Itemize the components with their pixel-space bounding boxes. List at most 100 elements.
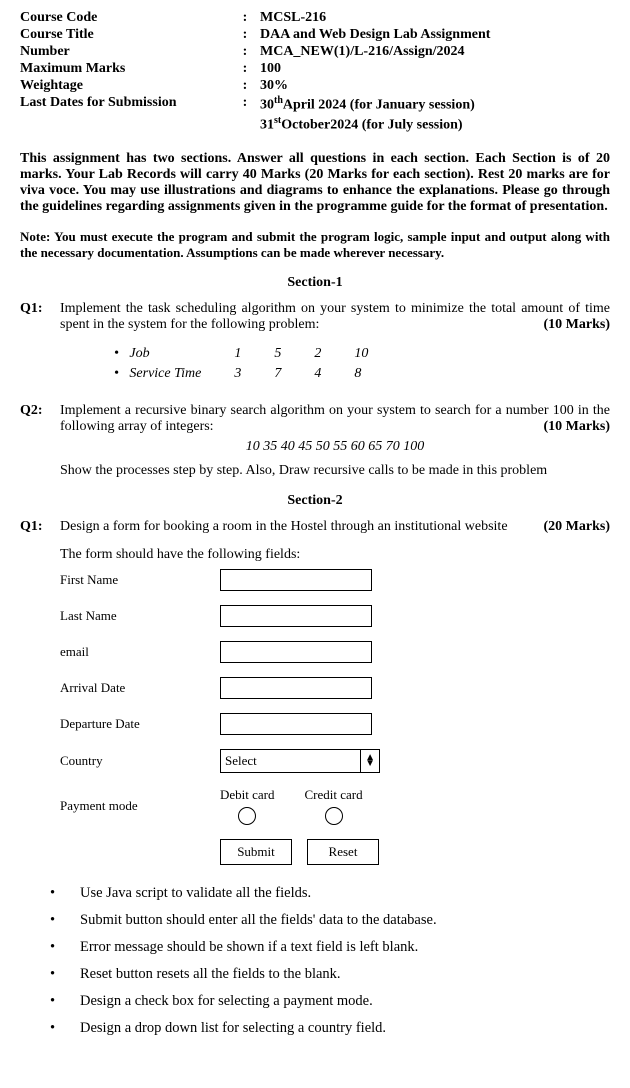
bullet-cell: • Service Time	[102, 365, 231, 383]
cell: 10	[353, 345, 398, 363]
section2-question-1: Q1: Design a form for booking a room in …	[20, 519, 610, 563]
payment-radio-group: Debit card Credit card	[220, 787, 363, 825]
header-row: 31stOctober2024 (for July session)	[20, 115, 610, 134]
note-paragraph: Note: You must execute the program and s…	[20, 229, 610, 261]
departure-input[interactable]	[220, 713, 372, 735]
country-select[interactable]: Select ▲▼	[220, 749, 380, 773]
form-row-arrival: Arrival Date	[60, 677, 610, 699]
booking-form: First Name Last Name email Arrival Date …	[60, 569, 610, 865]
list-item: •Reset button resets all the fields to t…	[50, 966, 610, 983]
colon: :	[230, 10, 260, 26]
header-row: Weightage : 30%	[20, 78, 610, 94]
requirements-list: •Use Java script to validate all the fie…	[50, 885, 610, 1037]
list-item: •Design a drop down list for selecting a…	[50, 1020, 610, 1037]
header-row: Last Dates for Submission : 30thApril 20…	[20, 95, 610, 114]
form-row-payment: Payment mode Debit card Credit card	[60, 787, 610, 825]
req-text: Submit button should enter all the field…	[80, 912, 437, 929]
radio-icon	[325, 807, 343, 825]
question-followup: Show the processes step by step. Also, D…	[60, 463, 610, 479]
question-1: Q1: Implement the task scheduling algori…	[20, 301, 610, 395]
header-row: Course Title : DAA and Web Design Lab As…	[20, 27, 610, 43]
req-text: Design a drop down list for selecting a …	[80, 1020, 386, 1037]
departure-label: Departure Date	[60, 716, 220, 732]
last-name-input[interactable]	[220, 605, 372, 627]
header-value: 30thApril 2024 (for January session)	[260, 95, 610, 114]
form-row-country: Country Select ▲▼	[60, 749, 610, 773]
header-block: Course Code : MCSL-216 Course Title : DA…	[20, 10, 610, 133]
req-text: Error message should be shown if a text …	[80, 939, 418, 956]
radio-icon	[238, 807, 256, 825]
header-label: Course Code	[20, 10, 230, 26]
cell: 5	[273, 345, 311, 363]
form-row-email: email	[60, 641, 610, 663]
row-label: Service Time	[129, 366, 201, 381]
colon: :	[230, 27, 260, 43]
cell: 2	[313, 345, 351, 363]
header-row: Course Code : MCSL-216	[20, 10, 610, 26]
question-text: Implement the task scheduling algorithm …	[60, 301, 610, 332]
credit-label: Credit card	[305, 787, 363, 803]
list-item: •Submit button should enter all the fiel…	[50, 912, 610, 929]
table-row: • Service Time 3 7 4 8	[102, 365, 398, 383]
header-value: 30%	[260, 78, 610, 94]
array-values: 10 35 40 45 50 55 60 65 70 100	[60, 439, 610, 455]
submit-button[interactable]: Submit	[220, 839, 292, 865]
question-text: Implement a recursive binary search algo…	[60, 403, 610, 434]
question-label: Q2:	[20, 403, 60, 479]
header-value: 100	[260, 61, 610, 77]
credit-option[interactable]: Credit card	[305, 787, 363, 825]
header-row: Maximum Marks : 100	[20, 61, 610, 77]
cell: 8	[353, 365, 398, 383]
first-name-label: First Name	[60, 572, 220, 588]
email-input[interactable]	[220, 641, 372, 663]
debit-option[interactable]: Debit card	[220, 787, 275, 825]
cell: 1	[233, 345, 271, 363]
cell: 4	[313, 365, 351, 383]
bullet-icon: •	[50, 885, 80, 902]
header-label: Weightage	[20, 78, 230, 94]
header-label: Course Title	[20, 27, 230, 43]
req-text: Design a check box for selecting a payme…	[80, 993, 373, 1010]
arrival-label: Arrival Date	[60, 680, 220, 696]
header-value: MCSL-216	[260, 10, 610, 26]
reset-label: Reset	[329, 844, 358, 860]
list-item: •Error message should be shown if a text…	[50, 939, 610, 956]
req-text: Reset button resets all the fields to th…	[80, 966, 341, 983]
question-body: Implement a recursive binary search algo…	[60, 403, 610, 479]
reset-button[interactable]: Reset	[307, 839, 379, 865]
first-name-input[interactable]	[220, 569, 372, 591]
payment-label: Payment mode	[60, 798, 220, 814]
stepper-arrows-icon: ▲▼	[360, 750, 375, 772]
arrival-input[interactable]	[220, 677, 372, 699]
colon: :	[230, 78, 260, 94]
req-text: Use Java script to validate all the fiel…	[80, 885, 311, 902]
question-label: Q1:	[20, 301, 60, 395]
question-marks: (10 Marks)	[544, 419, 611, 435]
form-intro: The form should have the following field…	[60, 547, 610, 563]
question-2: Q2: Implement a recursive binary search …	[20, 403, 610, 479]
job-table: • Job 1 5 2 10 • Service Time 3 7 4 8	[100, 343, 400, 385]
header-label: Last Dates for Submission	[20, 95, 230, 114]
header-value: MCA_NEW(1)/L-216/Assign/2024	[260, 44, 610, 60]
colon: :	[230, 61, 260, 77]
question-text: Design a form for booking a room in the …	[60, 519, 508, 534]
debit-label: Debit card	[220, 787, 275, 803]
colon: :	[230, 44, 260, 60]
bullet-icon: •	[50, 966, 80, 983]
header-label	[20, 115, 230, 134]
intro-paragraph: This assignment has two sections. Answer…	[20, 151, 610, 215]
header-row: Number : MCA_NEW(1)/L-216/Assign/2024	[20, 44, 610, 60]
form-row-fname: First Name	[60, 569, 610, 591]
bullet-icon: •	[50, 993, 80, 1010]
question-body: Design a form for booking a room in the …	[60, 519, 610, 563]
table-row: • Job 1 5 2 10	[102, 345, 398, 363]
colon	[230, 115, 260, 134]
question-marks: (10 Marks)	[544, 317, 611, 333]
cell: 3	[233, 365, 271, 383]
submit-label: Submit	[237, 844, 275, 860]
list-item: •Design a check box for selecting a paym…	[50, 993, 610, 1010]
button-row: Submit Reset	[220, 839, 610, 865]
cell: 7	[273, 365, 311, 383]
header-label: Number	[20, 44, 230, 60]
email-label: email	[60, 644, 220, 660]
